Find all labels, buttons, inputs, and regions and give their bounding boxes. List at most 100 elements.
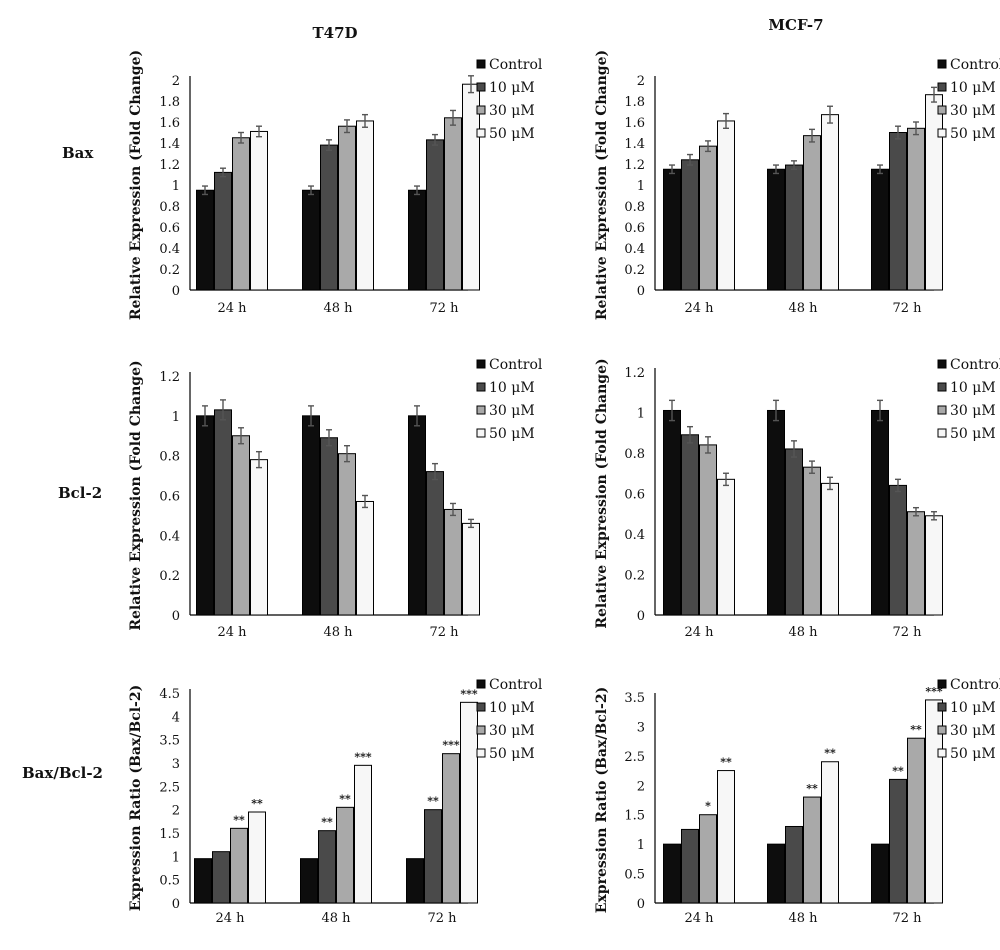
bar [232, 435, 250, 616]
x-tick-label: 72 h [429, 301, 459, 316]
legend-label: 30 μM [950, 403, 996, 419]
bar [889, 778, 907, 904]
x-tick-label: 48 h [788, 301, 818, 316]
y-tick-label: 0.2 [624, 569, 645, 584]
bar [681, 159, 699, 291]
y-tick-label: 0.4 [624, 528, 645, 543]
y-tick-label: 1.2 [624, 158, 645, 173]
bar [212, 851, 230, 904]
y-tick-label: 1.5 [159, 827, 180, 842]
legend-swatch [476, 748, 486, 758]
y-axis-label: Relative Expression (Fold Change) [128, 50, 144, 320]
bar [699, 145, 717, 291]
legend-label: 30 μM [950, 103, 996, 119]
bar [767, 409, 785, 616]
x-tick-label: 72 h [892, 301, 922, 316]
y-tick-label: 4 [172, 710, 180, 725]
bar [871, 409, 889, 616]
bar [232, 137, 250, 291]
x-tick-label: 48 h [321, 911, 351, 926]
y-tick-label: 2.5 [159, 780, 180, 795]
y-tick-label: 4.5 [159, 687, 180, 702]
bar [442, 753, 460, 904]
significance-label: ** [321, 816, 333, 829]
legend-swatch [476, 725, 486, 735]
bar [444, 508, 462, 616]
y-tick-label: 1.4 [624, 137, 645, 152]
bar [907, 127, 925, 291]
y-tick-label: 0 [637, 609, 645, 624]
legend-label: 50 μM [489, 426, 535, 442]
bar [699, 814, 717, 904]
bar [767, 168, 785, 291]
y-tick-label: 3.5 [159, 734, 180, 749]
legend-label: Control [950, 677, 1000, 693]
legend-swatch [476, 105, 486, 115]
bar [889, 484, 907, 616]
bar [214, 171, 232, 291]
legend-label: Control [489, 357, 543, 373]
y-tick-label: 0 [172, 609, 180, 624]
legend-swatch [937, 702, 947, 712]
y-tick-label: 1.2 [624, 366, 645, 381]
y-tick-label: 2 [637, 74, 645, 89]
y-tick-label: 2.5 [624, 750, 645, 765]
y-tick-label: 1 [637, 838, 645, 853]
significance-label: ** [251, 797, 263, 810]
x-tick-label: 48 h [323, 625, 353, 640]
y-axis-label: Relative Expression (Fold Change) [594, 50, 610, 320]
y-tick-label: 1 [637, 407, 645, 422]
significance-label: ** [339, 792, 351, 805]
bar [302, 189, 320, 291]
bar [356, 500, 374, 616]
bar [320, 437, 338, 616]
y-tick-label: 0.8 [159, 200, 180, 215]
bar [663, 409, 681, 616]
bar [354, 764, 372, 904]
y-tick-label: 1.2 [159, 370, 180, 385]
significance-label: ** [427, 795, 439, 808]
bar [460, 701, 478, 904]
bar [907, 737, 925, 904]
chart-ratio-mcf7: Expression Ratio (Bax/Bcl-2) 0 0.5 1 1.5 2 2.5… [594, 677, 1000, 926]
bar [196, 415, 214, 616]
legend-swatch [476, 382, 486, 392]
row-label-bax-bcl2: Bax/Bcl-2 [22, 764, 103, 782]
x-tick-label: 72 h [892, 911, 922, 926]
bar [426, 471, 444, 616]
legend-label: 50 μM [489, 126, 535, 142]
x-tick-label: 48 h [788, 911, 818, 926]
legend-swatch [476, 679, 486, 689]
bar [194, 858, 212, 904]
bar [230, 827, 248, 904]
y-tick-label: 0 [637, 284, 645, 299]
y-tick-label: 0.4 [159, 242, 180, 257]
bar [871, 168, 889, 291]
y-tick-label: 0.2 [159, 569, 180, 584]
legend-swatch [476, 82, 486, 92]
bar [663, 843, 681, 904]
bar [338, 453, 356, 616]
legend-label: Control [950, 357, 1000, 373]
bar [821, 761, 839, 904]
y-tick-label: 2 [172, 804, 180, 819]
legend-label: 10 μM [489, 80, 535, 96]
bar [925, 515, 943, 616]
bar [426, 139, 444, 291]
y-tick-label: 0.4 [159, 529, 180, 544]
bar [196, 189, 214, 291]
legend-swatch [476, 59, 486, 69]
legend-label: Control [950, 57, 1000, 73]
bar [821, 482, 839, 616]
y-tick-label: 0.5 [624, 868, 645, 883]
bar [250, 459, 268, 616]
y-tick-label: 1 [172, 850, 180, 865]
y-tick-label: 1.8 [624, 95, 645, 110]
bar [338, 125, 356, 291]
y-tick-label: 1.6 [159, 116, 180, 131]
x-tick-label: 72 h [892, 625, 922, 640]
x-tick-label: 24 h [217, 301, 247, 316]
legend-swatch [476, 128, 486, 138]
bar [925, 94, 943, 291]
